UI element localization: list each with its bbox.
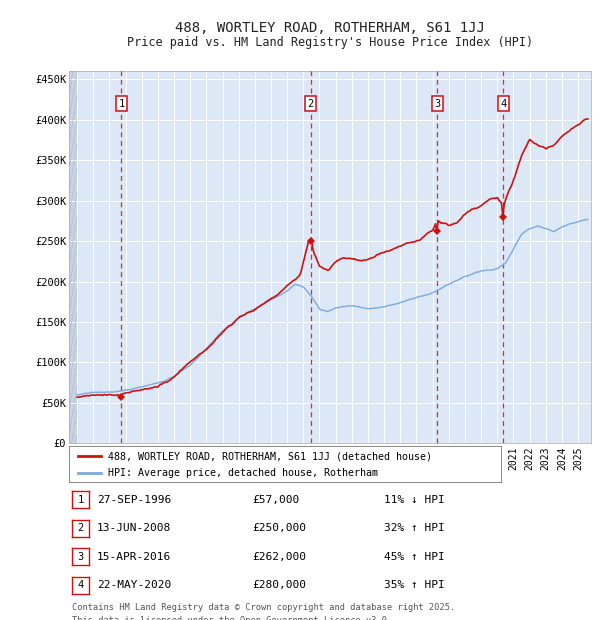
Text: 27-SEP-1996: 27-SEP-1996 — [97, 495, 172, 505]
Text: 1: 1 — [118, 99, 124, 108]
Text: HPI: Average price, detached house, Rotherham: HPI: Average price, detached house, Roth… — [108, 468, 378, 479]
Text: 35% ↑ HPI: 35% ↑ HPI — [384, 580, 445, 590]
Text: 1: 1 — [77, 495, 83, 505]
Text: £280,000: £280,000 — [252, 580, 306, 590]
Text: 15-APR-2016: 15-APR-2016 — [97, 552, 172, 562]
Text: £262,000: £262,000 — [252, 552, 306, 562]
Text: 3: 3 — [77, 552, 83, 562]
Text: 4: 4 — [77, 580, 83, 590]
Text: 3: 3 — [434, 99, 440, 108]
Text: 488, WORTLEY ROAD, ROTHERHAM, S61 1JJ: 488, WORTLEY ROAD, ROTHERHAM, S61 1JJ — [175, 21, 485, 35]
Text: 4: 4 — [500, 99, 506, 108]
Text: 2: 2 — [307, 99, 314, 108]
Text: 32% ↑ HPI: 32% ↑ HPI — [384, 523, 445, 533]
Text: 2: 2 — [77, 523, 83, 533]
Text: 11% ↓ HPI: 11% ↓ HPI — [384, 495, 445, 505]
Text: This data is licensed under the Open Government Licence v3.0.: This data is licensed under the Open Gov… — [72, 616, 392, 620]
Text: 488, WORTLEY ROAD, ROTHERHAM, S61 1JJ (detached house): 488, WORTLEY ROAD, ROTHERHAM, S61 1JJ (d… — [108, 452, 432, 462]
Text: Contains HM Land Registry data © Crown copyright and database right 2025.: Contains HM Land Registry data © Crown c… — [72, 603, 455, 612]
Text: 45% ↑ HPI: 45% ↑ HPI — [384, 552, 445, 562]
Text: £250,000: £250,000 — [252, 523, 306, 533]
Text: £57,000: £57,000 — [252, 495, 299, 505]
Text: Price paid vs. HM Land Registry's House Price Index (HPI): Price paid vs. HM Land Registry's House … — [127, 36, 533, 48]
Text: 22-MAY-2020: 22-MAY-2020 — [97, 580, 172, 590]
Text: 13-JUN-2008: 13-JUN-2008 — [97, 523, 172, 533]
